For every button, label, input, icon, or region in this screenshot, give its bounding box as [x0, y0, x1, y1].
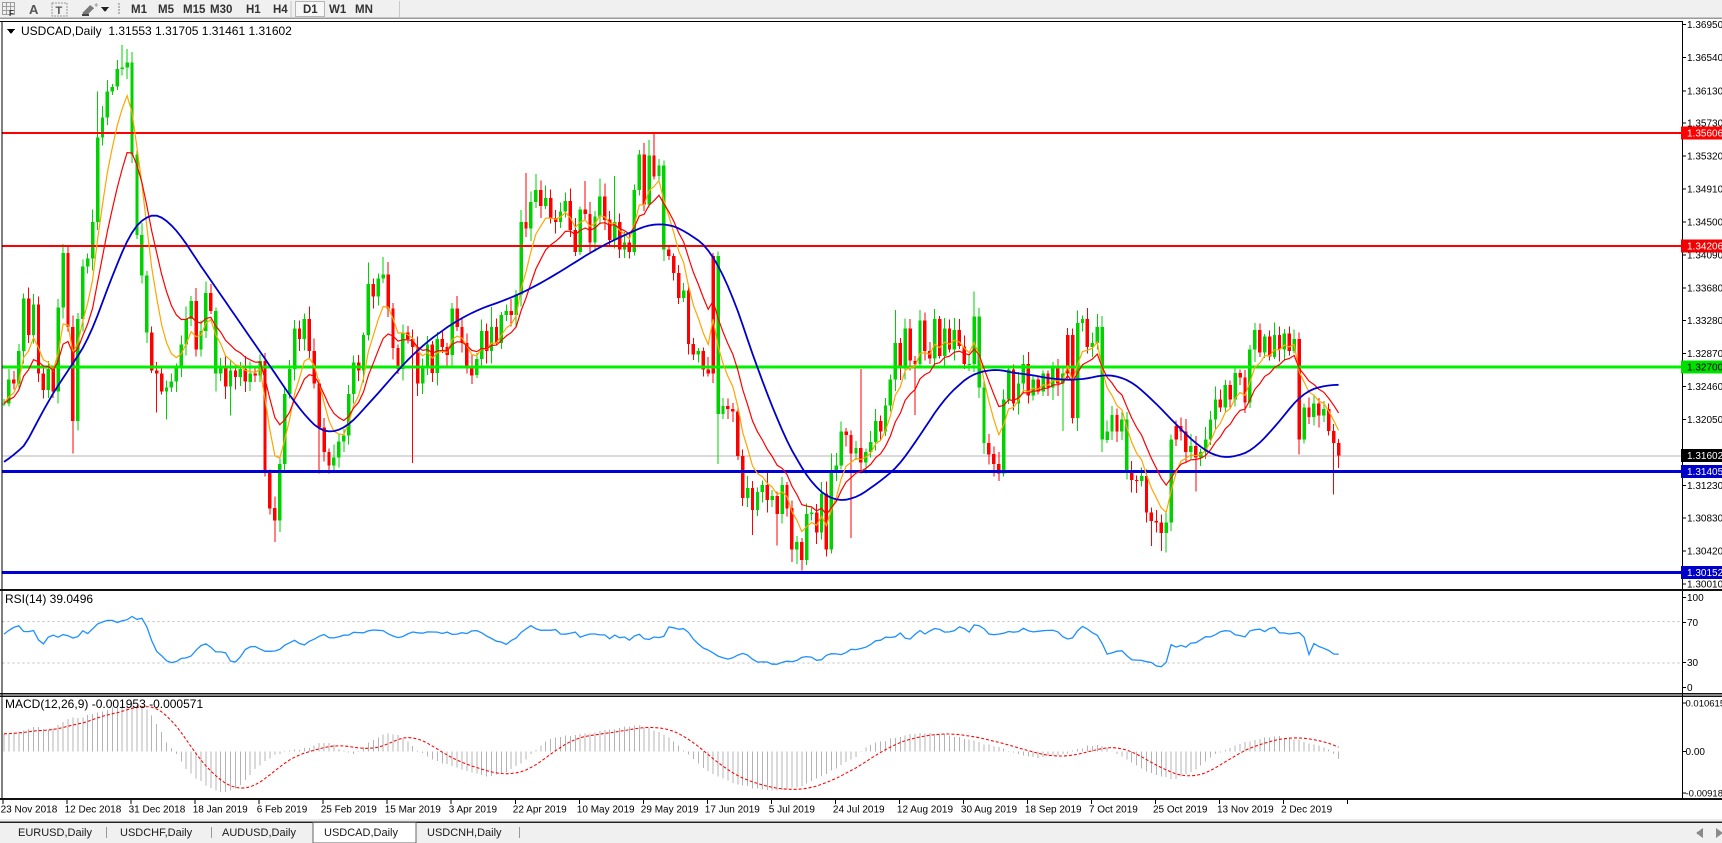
svg-text:1.33280: 1.33280: [1687, 316, 1722, 327]
svg-text:USDCAD,Daily 1.31553 1.31705: USDCAD,Daily 1.31553 1.31705 1.31461 1.3…: [21, 24, 292, 38]
svg-text:W1: W1: [329, 4, 347, 16]
svg-text:70: 70: [1687, 618, 1699, 629]
svg-text:1.35320: 1.35320: [1687, 152, 1722, 163]
svg-text:1.34206: 1.34206: [1687, 241, 1722, 252]
svg-text:7 Oct 2019: 7 Oct 2019: [1089, 805, 1138, 816]
svg-text:1.32870: 1.32870: [1687, 349, 1722, 360]
svg-text:1.35730: 1.35730: [1687, 119, 1722, 130]
svg-text:0.00: 0.00: [1686, 747, 1706, 758]
svg-text:1.32050: 1.32050: [1687, 415, 1722, 426]
svg-text:12 Dec 2018: 12 Dec 2018: [65, 805, 122, 816]
svg-text:0: 0: [1687, 683, 1693, 694]
svg-text:3 Apr 2019: 3 Apr 2019: [449, 805, 498, 816]
svg-text:1.31405: 1.31405: [1687, 467, 1722, 478]
svg-text:M1: M1: [131, 4, 148, 16]
svg-text:RSI(14) 39.0496: RSI(14) 39.0496: [5, 592, 93, 606]
svg-text:M15: M15: [183, 4, 206, 16]
svg-text:AUDUSD,Daily: AUDUSD,Daily: [222, 827, 296, 839]
svg-text:1.30152: 1.30152: [1687, 568, 1722, 579]
svg-text:M30: M30: [210, 4, 232, 16]
svg-text:D1: D1: [303, 4, 318, 16]
svg-text:10 May 2019: 10 May 2019: [577, 805, 635, 816]
svg-text:1.34910: 1.34910: [1687, 185, 1722, 196]
svg-text:24 Jul 2019: 24 Jul 2019: [833, 805, 885, 816]
svg-text:22 Apr 2019: 22 Apr 2019: [513, 805, 567, 816]
svg-text:T: T: [56, 5, 63, 17]
svg-text:USDCAD,Daily: USDCAD,Daily: [324, 827, 398, 839]
svg-text:1.34500: 1.34500: [1687, 218, 1722, 229]
svg-text:1.31602: 1.31602: [1687, 451, 1722, 462]
svg-text:25 Oct 2019: 25 Oct 2019: [1153, 805, 1208, 816]
svg-text:1.30830: 1.30830: [1687, 513, 1722, 524]
svg-text:1.34090: 1.34090: [1687, 251, 1722, 262]
svg-text:5 Jul 2019: 5 Jul 2019: [769, 805, 816, 816]
svg-text:H1: H1: [246, 4, 261, 16]
svg-text:25 Feb 2019: 25 Feb 2019: [321, 805, 378, 816]
svg-text:1.30010: 1.30010: [1687, 580, 1722, 591]
svg-text:18 Jan 2019: 18 Jan 2019: [193, 805, 248, 816]
svg-text:18 Sep 2019: 18 Sep 2019: [1025, 805, 1082, 816]
svg-text:EURUSD,Daily: EURUSD,Daily: [18, 827, 92, 839]
svg-text:1.30420: 1.30420: [1687, 547, 1722, 558]
svg-text:USDCNH,Daily: USDCNH,Daily: [427, 827, 502, 839]
svg-text:2 Dec 2019: 2 Dec 2019: [1281, 805, 1333, 816]
svg-text:17 Jun 2019: 17 Jun 2019: [705, 805, 760, 816]
svg-text:MACD(12,26,9) -0.001953 -0.000: MACD(12,26,9) -0.001953 -0.000571: [5, 697, 203, 711]
svg-text:1.36950: 1.36950: [1687, 20, 1722, 31]
svg-text:A: A: [29, 2, 39, 17]
svg-text:23 Nov 2018: 23 Nov 2018: [1, 805, 58, 816]
svg-text:1.31230: 1.31230: [1687, 481, 1722, 492]
svg-text:1.33680: 1.33680: [1687, 284, 1722, 295]
svg-text:30: 30: [1687, 658, 1699, 669]
svg-text:13 Nov 2019: 13 Nov 2019: [1217, 805, 1274, 816]
svg-text:6 Feb 2019: 6 Feb 2019: [257, 805, 308, 816]
svg-text:MN: MN: [355, 4, 373, 16]
svg-text:100: 100: [1687, 593, 1704, 604]
svg-text:-0.00918: -0.00918: [1686, 789, 1722, 800]
svg-text:USDCHF,Daily: USDCHF,Daily: [120, 827, 193, 839]
svg-text:H4: H4: [273, 4, 288, 16]
svg-text:1.32700: 1.32700: [1687, 363, 1722, 374]
svg-text:M5: M5: [158, 4, 175, 16]
svg-text:31 Dec 2018: 31 Dec 2018: [129, 805, 186, 816]
svg-text:0.010615: 0.010615: [1686, 699, 1722, 710]
svg-text:F: F: [9, 9, 14, 18]
svg-text:1.35606: 1.35606: [1687, 129, 1722, 140]
svg-text:1.32460: 1.32460: [1687, 382, 1722, 393]
svg-text:30 Aug 2019: 30 Aug 2019: [961, 805, 1018, 816]
svg-text:15 Mar 2019: 15 Mar 2019: [385, 805, 442, 816]
svg-text:12 Aug 2019: 12 Aug 2019: [897, 805, 954, 816]
svg-text:1.36540: 1.36540: [1687, 53, 1722, 64]
svg-text:29 May 2019: 29 May 2019: [641, 805, 699, 816]
svg-text:1.36130: 1.36130: [1687, 86, 1722, 97]
